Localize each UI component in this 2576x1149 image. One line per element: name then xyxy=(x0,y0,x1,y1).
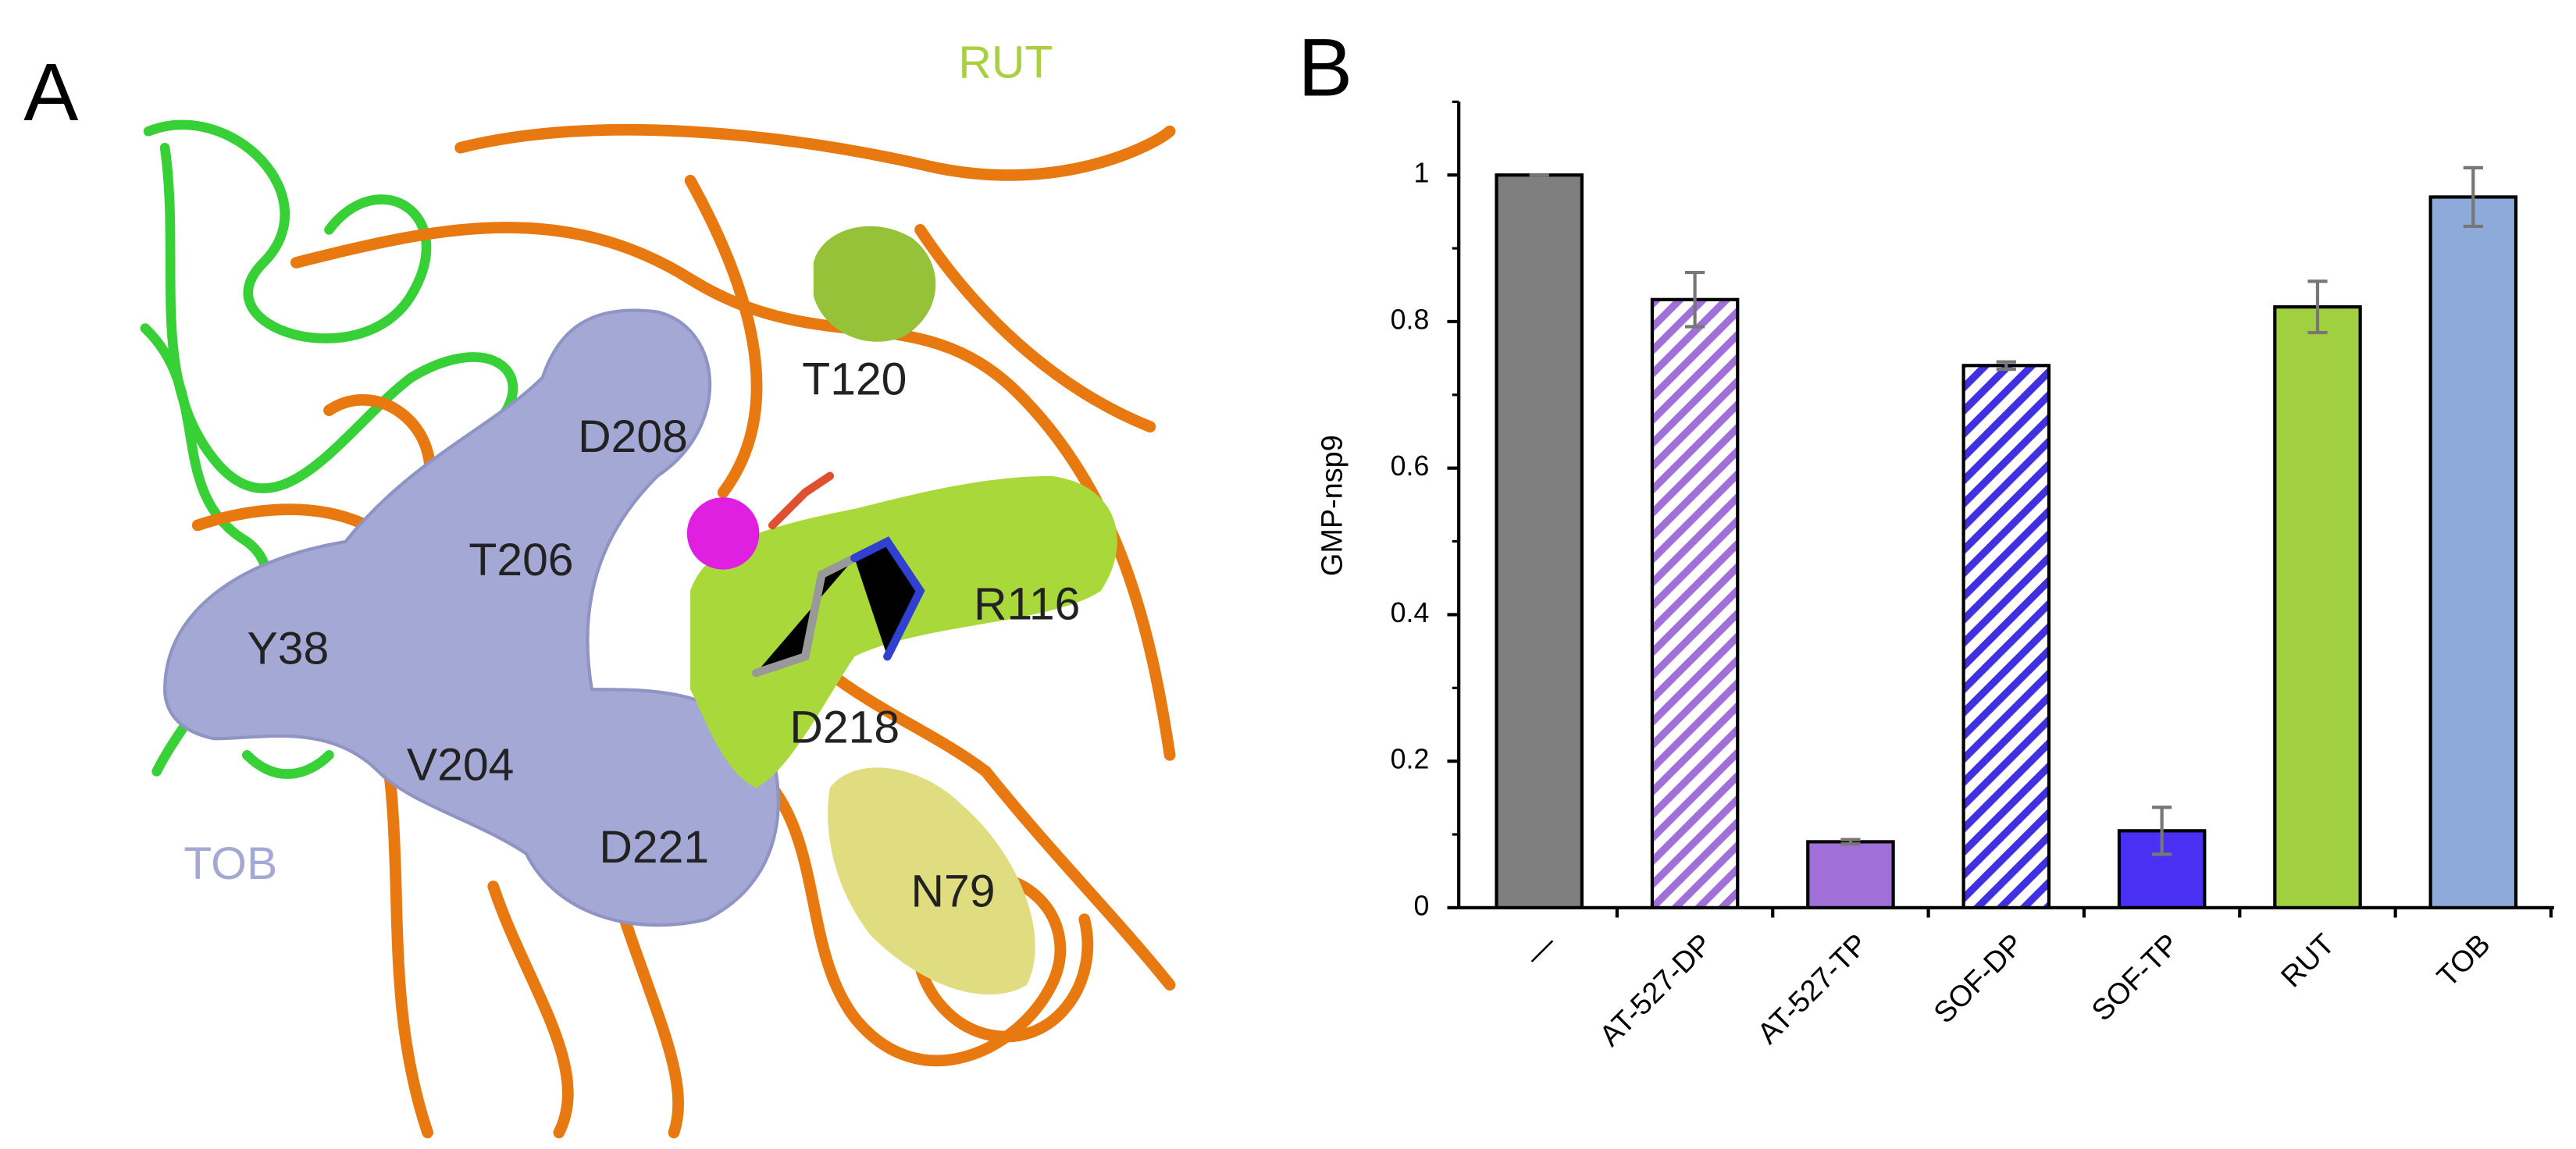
x-tick-label: AT-527-DP xyxy=(1594,928,1719,1053)
bar xyxy=(1961,364,2051,909)
structure-label: R116 xyxy=(974,579,1080,630)
y-tick-label: 0.6 xyxy=(1391,450,1430,482)
y-tick-label: 0.2 xyxy=(1391,744,1430,775)
error-bar xyxy=(2307,279,2328,335)
panel-letter: B xyxy=(1298,22,1352,113)
error-bar xyxy=(2152,806,2172,856)
structure-label: N79 xyxy=(911,866,996,917)
x-tick-label: SOF-TP xyxy=(2086,928,2186,1028)
x-tick-label: TOB xyxy=(2431,928,2496,994)
bar xyxy=(1495,173,1584,909)
y-tick-label: 0 xyxy=(1413,890,1429,921)
structure-label: Y38 xyxy=(247,623,329,674)
x-tick-label: — xyxy=(1519,928,1563,973)
structure-label: TOB xyxy=(183,838,277,889)
x-tick-label: SOF-DP xyxy=(1928,928,2030,1030)
bar xyxy=(2273,305,2362,909)
error-bar xyxy=(1840,838,1861,846)
structure-label: V204 xyxy=(407,740,514,791)
bar xyxy=(1650,297,1740,909)
x-tick-label: AT-527-TP xyxy=(1751,928,1874,1051)
structure-label: D208 xyxy=(578,411,688,462)
structure-label: D218 xyxy=(789,702,900,752)
bar xyxy=(2428,195,2518,909)
panel-letter: A xyxy=(23,47,78,138)
error-bar xyxy=(2463,165,2483,229)
structure-label: T120 xyxy=(802,354,907,405)
structure-label: T206 xyxy=(469,535,573,585)
structure-label: D221 xyxy=(599,822,709,873)
x-tick-label: RUT xyxy=(2275,928,2342,994)
error-bar xyxy=(1684,270,1705,329)
y-tick-label: 0.8 xyxy=(1391,304,1430,335)
y-tick-label: 1 xyxy=(1413,158,1429,189)
y-axis-label: GMP-nsp9 xyxy=(1316,435,1349,576)
y-tick-label: 0.4 xyxy=(1391,597,1430,628)
molecule-render: RUT T120 D208 T206 R116 Y38 D218 V204 TO… xyxy=(140,37,1176,1139)
bar xyxy=(1806,840,1895,909)
error-bar xyxy=(1996,360,2016,372)
structure-label: RUT xyxy=(958,37,1053,88)
